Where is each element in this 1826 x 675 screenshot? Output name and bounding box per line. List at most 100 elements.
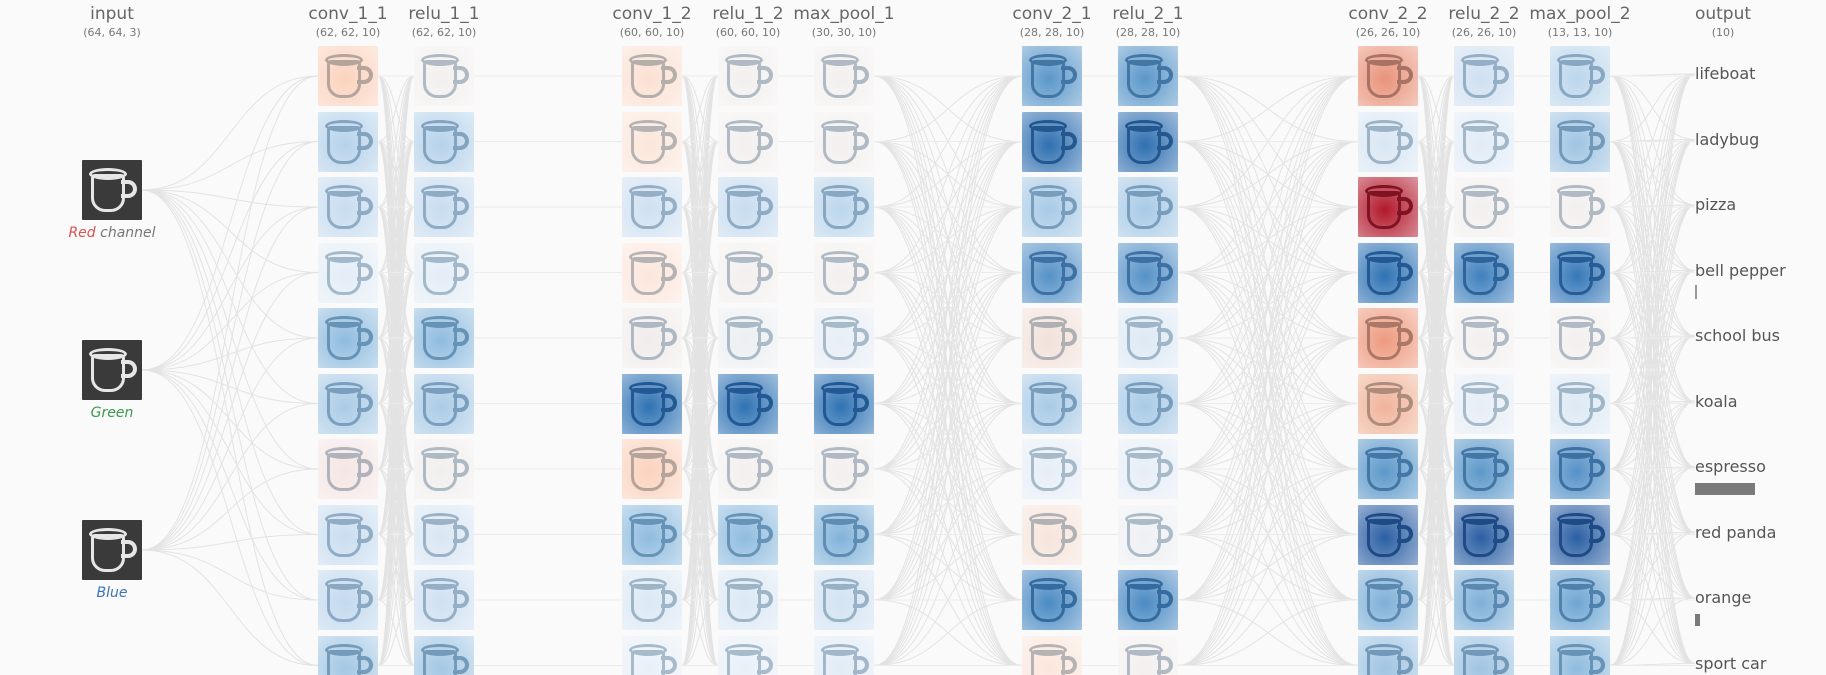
activation-map[interactable] (1550, 439, 1610, 499)
activation-map[interactable] (318, 308, 378, 368)
activation-map[interactable] (814, 439, 874, 499)
layer-title[interactable]: conv_2_1 (1012, 4, 1092, 24)
activation-map[interactable] (622, 373, 682, 434)
activation-map[interactable] (718, 46, 778, 106)
layer-title[interactable]: relu_2_1 (1112, 4, 1184, 24)
activation-map[interactable] (1022, 570, 1082, 630)
activation-map[interactable] (1550, 570, 1610, 630)
activation-map[interactable] (1454, 635, 1514, 675)
activation-map[interactable] (1358, 111, 1418, 172)
activation-map[interactable] (414, 373, 474, 434)
activation-map[interactable] (318, 177, 378, 237)
output-class-label[interactable]: red panda (1695, 522, 1777, 542)
activation-map[interactable] (718, 242, 778, 303)
activation-map[interactable] (1550, 177, 1610, 237)
activation-map[interactable] (318, 504, 378, 565)
activation-map[interactable] (414, 308, 474, 368)
activation-map[interactable] (1358, 308, 1418, 368)
activation-map[interactable] (318, 439, 378, 499)
activation-map[interactable] (1022, 177, 1082, 237)
activation-map[interactable] (1358, 373, 1418, 434)
activation-map[interactable] (622, 570, 682, 630)
activation-map[interactable] (1358, 570, 1418, 630)
output-class-label[interactable]: pizza (1695, 195, 1737, 214)
activation-map[interactable] (1550, 308, 1610, 368)
activation-map[interactable] (622, 242, 682, 303)
activation-map[interactable] (1022, 373, 1082, 434)
activation-map[interactable] (1022, 439, 1082, 499)
activation-map[interactable] (1022, 111, 1082, 172)
activation-map[interactable] (1022, 504, 1082, 565)
activation-map[interactable] (414, 111, 474, 172)
activation-map[interactable] (1358, 46, 1418, 106)
activation-map[interactable] (718, 504, 778, 565)
activation-map[interactable] (414, 504, 474, 565)
activation-map[interactable] (814, 635, 874, 675)
activation-map[interactable] (1022, 46, 1082, 106)
output-class-label[interactable]: koala (1695, 391, 1738, 411)
activation-map[interactable] (1454, 111, 1514, 172)
activation-map[interactable] (414, 439, 474, 499)
activation-map[interactable] (814, 111, 874, 172)
activation-map[interactable] (718, 308, 778, 368)
activation-map[interactable] (1118, 504, 1178, 565)
layer-title[interactable]: conv_2_2 (1348, 4, 1428, 24)
activation-map[interactable] (1118, 570, 1178, 630)
activation-map[interactable] (318, 46, 378, 106)
activation-map[interactable] (414, 177, 474, 237)
activation-map[interactable] (1118, 635, 1178, 675)
activation-map[interactable] (1118, 439, 1178, 499)
activation-map[interactable] (414, 570, 474, 630)
activation-map[interactable] (318, 570, 378, 630)
activation-map[interactable] (622, 504, 682, 565)
activation-map[interactable] (318, 635, 378, 675)
activation-map[interactable] (1454, 242, 1514, 303)
activation-map[interactable] (718, 635, 778, 675)
activation-map[interactable] (1358, 242, 1418, 303)
activation-map[interactable] (1118, 373, 1178, 434)
activation-map[interactable] (1358, 635, 1418, 675)
activation-map[interactable] (1550, 504, 1610, 565)
layer-title[interactable]: max_pool_2 (1529, 4, 1631, 24)
activation-map[interactable] (814, 46, 874, 106)
output-class-label[interactable]: ladybug (1695, 129, 1760, 149)
activation-map[interactable] (622, 308, 682, 368)
input-channel-image[interactable] (82, 520, 142, 580)
activation-map[interactable] (1454, 308, 1514, 368)
activation-map[interactable] (814, 177, 874, 237)
activation-map[interactable] (1022, 635, 1082, 675)
activation-map[interactable] (1022, 308, 1082, 368)
activation-map[interactable] (1454, 373, 1514, 434)
activation-map[interactable] (622, 177, 682, 237)
activation-map[interactable] (414, 242, 474, 303)
activation-map[interactable] (1358, 177, 1418, 237)
activation-map[interactable] (718, 570, 778, 630)
activation-map[interactable] (1118, 177, 1178, 237)
activation-map[interactable] (1358, 439, 1418, 499)
activation-map[interactable] (1454, 504, 1514, 565)
layer-title[interactable]: max_pool_1 (793, 4, 895, 24)
activation-map[interactable] (1118, 242, 1178, 303)
activation-map[interactable] (1550, 635, 1610, 675)
activation-map[interactable] (1022, 242, 1082, 303)
activation-map[interactable] (718, 111, 778, 172)
activation-map[interactable] (318, 242, 378, 303)
input-channel-image[interactable] (82, 160, 142, 220)
output-class-label[interactable]: school bus (1695, 326, 1781, 345)
activation-map[interactable] (318, 373, 378, 434)
output-class-label[interactable]: bell pepper (1695, 260, 1786, 280)
activation-map[interactable] (718, 373, 778, 434)
activation-map[interactable] (814, 242, 874, 303)
activation-map[interactable] (1454, 46, 1514, 106)
output-class-label[interactable]: orange (1695, 588, 1752, 607)
activation-map[interactable] (814, 373, 874, 434)
activation-map[interactable] (1118, 111, 1178, 172)
activation-map[interactable] (1454, 439, 1514, 499)
layer-title[interactable]: conv_1_2 (612, 4, 692, 24)
output-class-label[interactable]: sport car (1695, 653, 1767, 673)
activation-map[interactable] (1118, 46, 1178, 106)
layer-title[interactable]: relu_1_1 (408, 4, 480, 24)
layer-title[interactable]: conv_1_1 (308, 4, 388, 24)
output-class-label[interactable]: espresso (1695, 457, 1766, 476)
activation-map[interactable] (318, 111, 378, 172)
